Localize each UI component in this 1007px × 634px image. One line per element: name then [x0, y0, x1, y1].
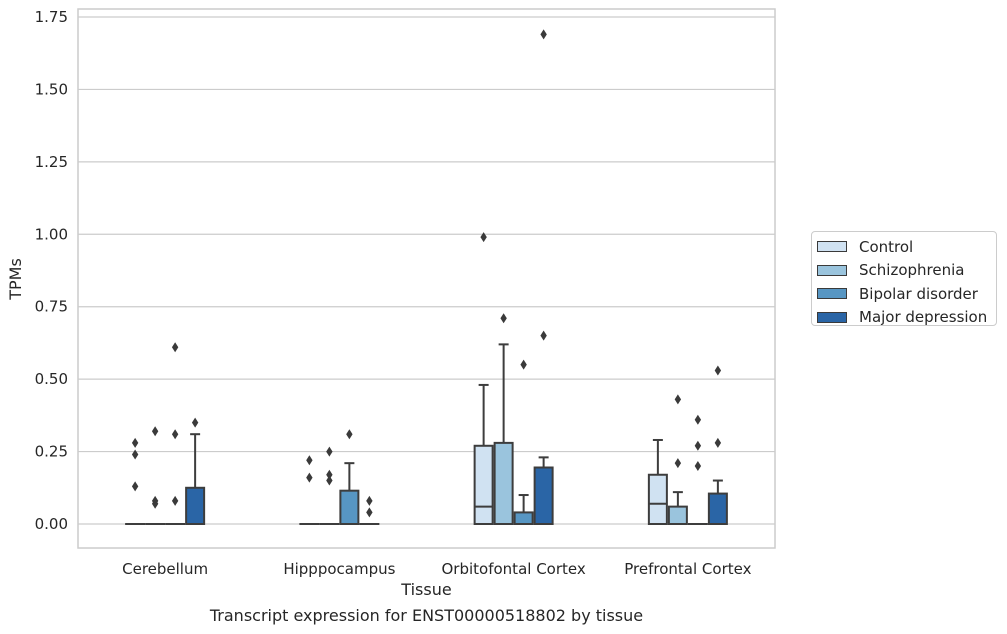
y-tick-label: 1.50 — [35, 80, 68, 98]
outlier-point — [500, 313, 507, 324]
outlier-point — [714, 365, 722, 376]
box-body — [707, 492, 728, 525]
y-tick-label: 0.75 — [35, 298, 68, 316]
outlier-point — [326, 475, 333, 486]
legend-label: Control — [859, 237, 914, 256]
box-body — [647, 473, 668, 525]
legend-label: Schizophrenia — [859, 261, 965, 280]
x-axis-label: Tissue — [400, 580, 451, 599]
x-tick-labels: Cerebellum Hipppocampus Orbitofontal Corte… — [122, 560, 751, 578]
outlier-point — [366, 507, 373, 518]
box-bipolar-disorder — [165, 342, 186, 526]
outlier-point — [520, 359, 527, 370]
outlier-point — [694, 461, 702, 472]
legend-swatch — [817, 311, 847, 323]
x-tick-label: Hipppocampus — [283, 560, 395, 578]
legend-label: Bipolar disorder — [859, 284, 978, 303]
outlier-point — [326, 446, 333, 457]
box-schizophrenia — [667, 394, 688, 526]
box-body — [513, 511, 534, 526]
outlier-point — [326, 469, 333, 480]
legend-item: Control — [817, 235, 996, 259]
outlier-point — [151, 498, 159, 509]
outlier-point — [694, 440, 702, 451]
box-body — [493, 441, 514, 526]
box-body — [533, 466, 554, 525]
box-body — [667, 505, 688, 526]
legend-swatch — [817, 264, 847, 276]
box-body — [473, 444, 494, 525]
outlier-point — [171, 429, 179, 440]
legend-label: Major depression — [859, 308, 988, 327]
box-control — [125, 437, 146, 526]
box-bipolar-disorder — [687, 414, 708, 526]
outlier-point — [540, 330, 547, 341]
box-control — [299, 455, 320, 526]
box-bipolar-disorder — [339, 429, 360, 526]
outlier-point — [540, 29, 547, 40]
outlier-point — [674, 458, 682, 469]
box-bipolar-disorder — [513, 359, 534, 526]
legend-swatch — [817, 288, 847, 300]
outlier-point — [151, 426, 159, 437]
box-body — [339, 489, 360, 526]
box-major-depression — [185, 417, 206, 525]
y-tick-label: 1.75 — [35, 8, 68, 26]
outlier-point — [171, 342, 179, 353]
y-axis-label: TPMs — [6, 258, 25, 301]
legend: Control Schizophrenia Bipolar disorder Majo… — [811, 231, 997, 326]
box-schizophrenia — [493, 313, 514, 526]
box-groups — [125, 29, 728, 526]
legend-swatch — [817, 241, 847, 253]
y-tick-label: 1.00 — [35, 225, 68, 243]
y-tick-label: 0.50 — [35, 370, 68, 388]
x-tick-label: Cerebellum — [122, 560, 208, 578]
legend-item: Schizophrenia — [817, 259, 996, 283]
legend-item: Major depression — [817, 306, 996, 330]
box-major-depression — [359, 495, 380, 526]
outlier-point — [346, 429, 353, 440]
box-body — [185, 486, 206, 525]
x-tick-label: Prefrontal Cortex — [624, 560, 751, 578]
outlier-point — [191, 417, 199, 428]
outlier-point — [480, 232, 487, 243]
outlier-point — [366, 495, 373, 506]
outlier-point — [306, 472, 313, 483]
outlier-point — [714, 437, 722, 448]
y-tick-label: 0.25 — [35, 443, 68, 461]
box-control — [473, 232, 494, 525]
box-schizophrenia — [145, 426, 166, 526]
box-schizophrenia — [319, 446, 340, 526]
outlier-point — [674, 394, 682, 405]
box-control — [647, 438, 668, 525]
outlier-point — [694, 414, 702, 425]
legend-item: Bipolar disorder — [817, 282, 996, 306]
plot-area-frame — [77, 8, 776, 549]
x-tick-label: Orbitofontal Cortex — [442, 560, 586, 578]
box-major-depression — [707, 365, 728, 525]
outlier-point — [171, 495, 179, 506]
outlier-point — [131, 437, 139, 448]
outlier-point — [306, 455, 313, 466]
outlier-point — [131, 449, 139, 460]
outlier-point — [131, 481, 139, 492]
y-tick-labels: 0.00 0.25 0.50 0.75 1.00 1.25 1.50 1.75 — [35, 8, 68, 533]
chart-caption: Transcript expression for ENST0000051880… — [209, 606, 644, 625]
y-tick-label: 0.00 — [35, 515, 68, 533]
box-major-depression — [533, 29, 554, 525]
y-tick-label: 1.25 — [35, 153, 68, 171]
